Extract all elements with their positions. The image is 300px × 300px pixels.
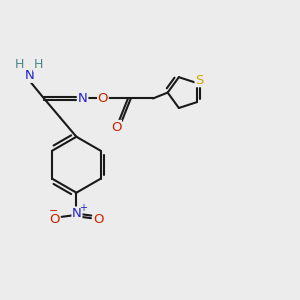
Text: −: − (49, 206, 59, 216)
Text: O: O (98, 92, 108, 105)
Text: +: + (79, 203, 87, 213)
Text: H: H (15, 58, 24, 71)
Text: N: N (78, 92, 88, 105)
Text: H: H (33, 58, 43, 71)
Text: N: N (72, 207, 82, 220)
Text: O: O (49, 213, 59, 226)
Text: N: N (24, 69, 34, 82)
Text: O: O (111, 121, 122, 134)
Text: O: O (94, 213, 104, 226)
Text: S: S (195, 74, 203, 87)
